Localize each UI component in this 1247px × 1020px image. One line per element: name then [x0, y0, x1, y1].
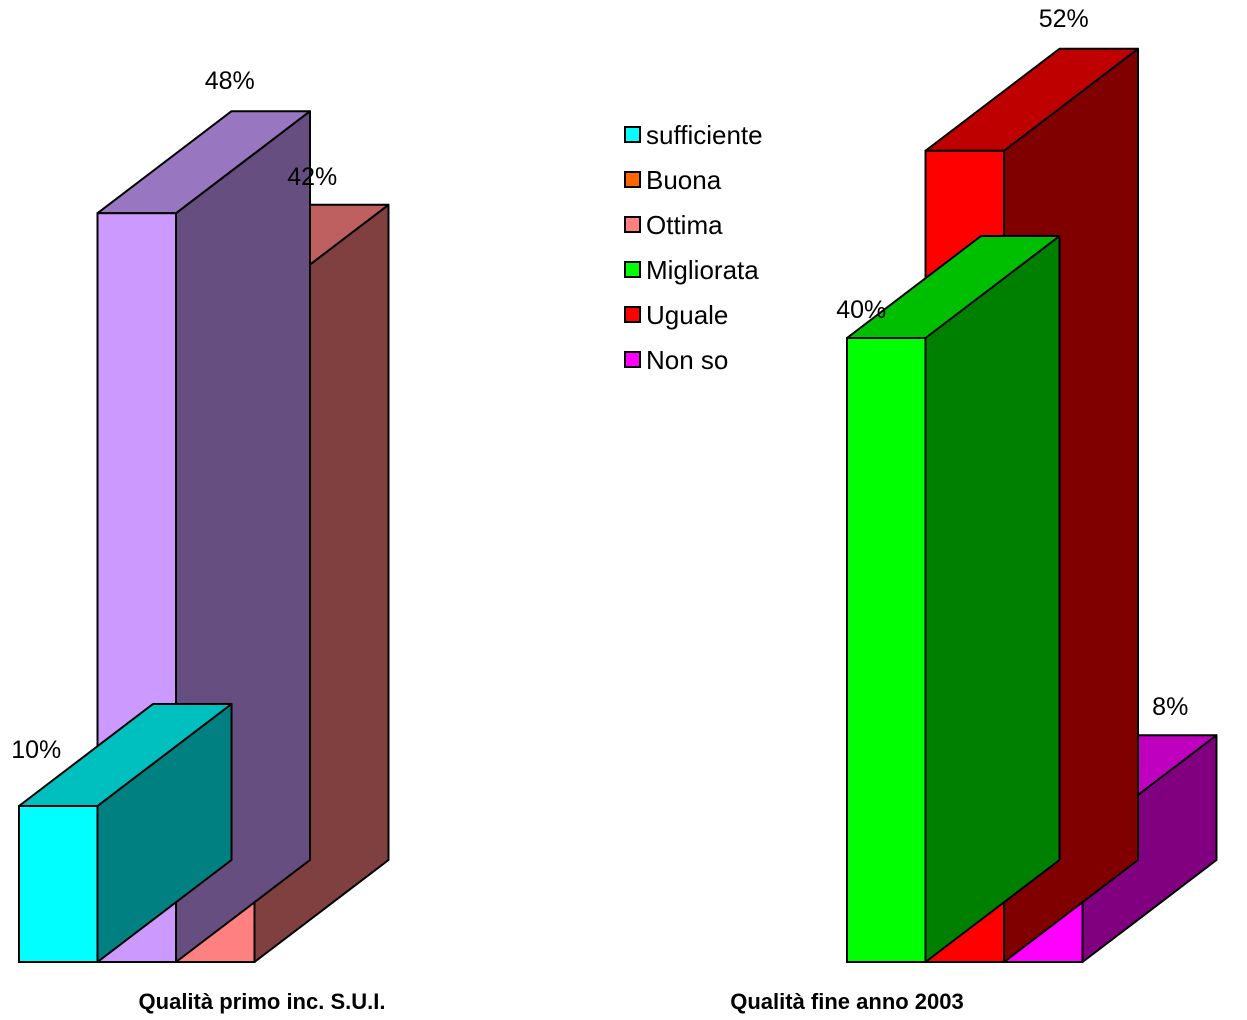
data-label-primo-inc-1: 48% [205, 67, 255, 95]
legend-swatch [624, 306, 641, 323]
chart-title-fine-anno: Qualità fine anno 2003 [730, 989, 964, 1014]
legend-label: Uguale [646, 299, 729, 330]
legend-swatch [624, 261, 641, 278]
chart-title-primo-inc: Qualità primo inc. S.U.I. [139, 989, 386, 1014]
legend-item-sufficiente: sufficiente [624, 112, 763, 157]
legend-swatch [624, 171, 641, 188]
data-label-primo-inc-2: 42% [287, 163, 337, 191]
legend-item-migliorata: Migliorata [624, 247, 763, 292]
legend-label: Migliorata [646, 254, 759, 285]
legend-label: Buona [646, 164, 722, 195]
legend-item-uguale: Uguale [624, 292, 763, 337]
bar-fine-anno-migliorata [846, 337, 927, 963]
bar-primo-inc-sufficiente [18, 805, 99, 963]
data-label-fine-anno-2: 8% [1152, 693, 1188, 721]
legend-label: Ottima [646, 209, 723, 240]
legend: sufficiente Buona Ottima Migliorata Uguale No… [624, 112, 763, 382]
legend-swatch [624, 126, 641, 143]
data-label-fine-anno-1: 52% [1039, 5, 1089, 33]
legend-item-ottima: Ottima [624, 202, 763, 247]
legend-label: sufficiente [646, 119, 763, 150]
legend-item-buona: Buona [624, 157, 763, 202]
data-label-fine-anno-0: 40% [836, 296, 886, 324]
bar-fine-anno-migliorata-side [924, 235, 1061, 963]
legend-swatch [624, 216, 641, 233]
legend-item-non-so: Non so [624, 337, 763, 382]
legend-swatch [624, 351, 641, 368]
legend-label: Non so [646, 344, 729, 375]
data-label-primo-inc-0: 10% [11, 736, 61, 764]
